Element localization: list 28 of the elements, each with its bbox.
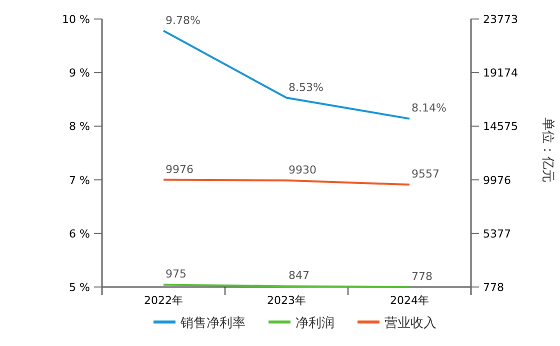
data-label: 9930 xyxy=(288,163,316,176)
legend-label: 销售净利率 xyxy=(180,315,246,331)
data-label: 8.53% xyxy=(288,80,324,94)
data-label: 9557 xyxy=(412,168,440,181)
y2-tick-label: 778 xyxy=(483,281,504,294)
x-tick-label: 2024年 xyxy=(390,294,429,307)
y2-tick-label: 19174 xyxy=(483,66,518,80)
data-label: 8.14% xyxy=(412,102,446,115)
y-tick-label: 8 % xyxy=(69,120,90,134)
y2-tick-label: 5377 xyxy=(483,227,511,240)
data-label: 847 xyxy=(288,269,310,282)
y2-tick-label: 14575 xyxy=(483,120,518,134)
data-label: 9976 xyxy=(166,162,194,176)
legend-label: 净利润 xyxy=(296,316,334,331)
y2-tick-label: 23773 xyxy=(483,13,518,26)
y2-tick-label: 9976 xyxy=(483,174,511,187)
legend-label: 营业收入 xyxy=(384,316,436,331)
y-tick-label: 10 % xyxy=(62,13,90,26)
y-tick-label: 7 % xyxy=(69,174,90,187)
data-label: 975 xyxy=(166,268,186,281)
y-tick-label: 9 % xyxy=(69,66,90,80)
x-tick-label: 2022年 xyxy=(144,294,183,307)
y-tick-label: 5 % xyxy=(69,281,90,294)
y-tick-label: 6 % xyxy=(69,227,90,240)
data-label: 9.78% xyxy=(166,14,200,27)
data-label: 778 xyxy=(412,270,432,283)
y2-axis-title: 单位：亿元 xyxy=(540,118,555,182)
x-tick-label: 2023年 xyxy=(267,294,306,307)
